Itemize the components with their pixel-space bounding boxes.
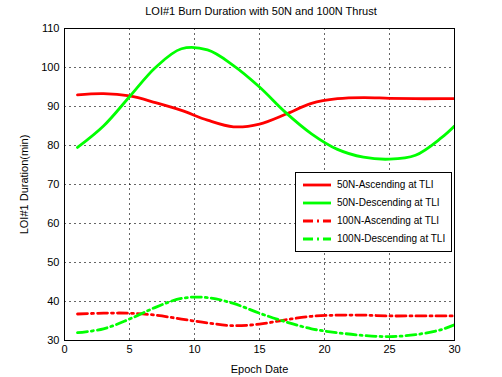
svg-text:0: 0 [61, 343, 67, 355]
svg-text:25: 25 [383, 343, 395, 355]
svg-text:80: 80 [47, 139, 59, 151]
svg-text:30: 30 [448, 343, 460, 355]
svg-text:30: 30 [47, 334, 59, 346]
svg-text:LOI#1 Duration(min): LOI#1 Duration(min) [18, 135, 30, 235]
html-text:50N-Descending at TLI: 50N-Descending at TLI [337, 197, 440, 209]
html-text:50N-Ascending at TLI: 50N-Ascending at TLI [337, 179, 434, 191]
svg-text:50: 50 [47, 256, 59, 268]
svg-text:10: 10 [188, 343, 200, 355]
svg-text:15: 15 [253, 343, 265, 355]
svg-text:20: 20 [318, 343, 330, 355]
svg-text:70: 70 [47, 178, 59, 190]
html-text:LOI#1 Burn Duration with 50N a: LOI#1 Burn Duration with 50N and 100N Th… [145, 5, 377, 17]
svg-text:Epoch Date: Epoch Date [231, 363, 288, 375]
html-text:100N-Descending at TLI: 100N-Descending at TLI [337, 233, 446, 245]
svg-text:5: 5 [126, 343, 132, 355]
svg-text:110: 110 [42, 22, 60, 34]
svg-text:40: 40 [47, 295, 59, 307]
svg-text:60: 60 [47, 217, 59, 229]
svg-text:90: 90 [47, 100, 59, 112]
svg-text:100: 100 [41, 61, 59, 73]
html-text:100N-Ascending at TLI: 100N-Ascending at TLI [337, 215, 440, 227]
